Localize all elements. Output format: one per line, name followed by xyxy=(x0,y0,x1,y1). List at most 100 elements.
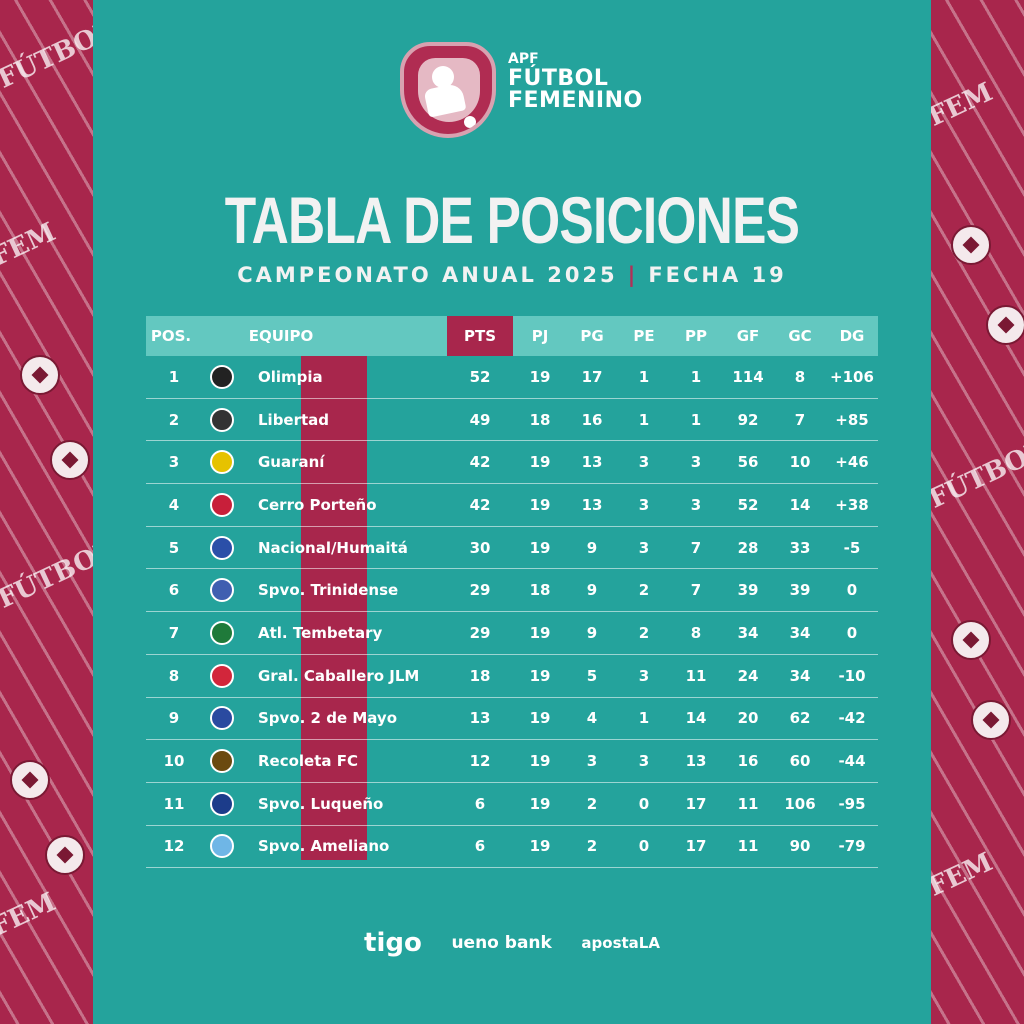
cell-team: Nacional/Humaitá xyxy=(258,538,408,557)
soccer-ball-icon xyxy=(951,225,991,265)
cell-pos: 8 xyxy=(168,666,180,685)
cell-team: Spvo. Ameliano xyxy=(258,837,390,856)
standings-table: POS. EQUIPO PTS PJ PG PE PP GF GC DG 1 52… xyxy=(146,316,878,869)
cell-pe: 3 xyxy=(638,538,650,557)
cell-pg: 2 xyxy=(586,794,598,813)
cell-dg: +38 xyxy=(835,495,869,514)
cell-pg: 2 xyxy=(586,837,598,856)
cell-pg: 17 xyxy=(581,367,603,386)
cell-pos: 7 xyxy=(168,623,180,642)
page-subtitle: CAMPEONATO ANUAL 2025 | FECHA 19 xyxy=(93,263,931,287)
cell-pe: 3 xyxy=(638,453,650,472)
cell-team: Gral. Caballero JLM xyxy=(258,666,420,685)
cell-pe: 3 xyxy=(638,495,650,514)
team-crest-icon xyxy=(210,492,234,517)
cell-pp: 3 xyxy=(690,453,702,472)
header-pp: PP xyxy=(685,327,707,345)
cell-pe: 2 xyxy=(638,581,650,600)
cell-pts: 13 xyxy=(469,709,491,728)
brand-line2: FÚTBOL xyxy=(508,66,609,91)
cell-pj: 19 xyxy=(529,623,551,642)
table-row: 10 12 19 3 3 13 16 60 -44 Recoleta FC xyxy=(146,740,878,783)
cell-gf: 114 xyxy=(732,367,764,386)
cell-pos: 11 xyxy=(163,794,185,813)
soccer-ball-icon xyxy=(50,440,90,480)
team-crest-icon xyxy=(210,578,234,603)
cell-dg: +46 xyxy=(835,453,869,472)
soccer-ball-icon xyxy=(20,355,60,395)
subtitle-right: FECHA 19 xyxy=(648,263,787,287)
cell-pts: 6 xyxy=(474,837,486,856)
cell-pe: 1 xyxy=(638,410,650,429)
cell-pp: 13 xyxy=(685,752,707,771)
cell-pos: 1 xyxy=(168,367,180,386)
cell-pe: 0 xyxy=(638,837,650,856)
cell-gf: 34 xyxy=(737,623,759,642)
sponsor-apostala: apostaLA xyxy=(581,934,660,952)
sponsors-bar: tigo ueno bank apostaLA xyxy=(93,928,931,958)
team-crest-icon xyxy=(210,749,234,774)
cell-pg: 13 xyxy=(581,453,603,472)
soccer-ball-icon xyxy=(971,700,1011,740)
header-pe: PE xyxy=(633,327,655,345)
cell-pts: 29 xyxy=(469,581,491,600)
cell-pts: 30 xyxy=(469,538,491,557)
header-pts: PTS xyxy=(447,316,513,356)
cell-gf: 16 xyxy=(737,752,759,771)
cell-pg: 4 xyxy=(586,709,598,728)
cell-dg: -95 xyxy=(838,794,866,813)
table-row: 7 29 19 9 2 8 34 34 0 Atl. Tembetary xyxy=(146,612,878,655)
cell-pts: 18 xyxy=(469,666,491,685)
pattern-word: FÚTBOL xyxy=(931,435,1024,515)
cell-pe: 2 xyxy=(638,623,650,642)
cell-pg: 3 xyxy=(586,752,598,771)
cell-team: Spvo. Trinidense xyxy=(258,581,399,600)
cell-team: Spvo. Luqueño xyxy=(258,794,384,813)
cell-gf: 20 xyxy=(737,709,759,728)
cell-gc: 34 xyxy=(789,623,811,642)
cell-pj: 19 xyxy=(529,752,551,771)
pattern-word: FÚTBOL xyxy=(0,15,93,95)
cell-pp: 17 xyxy=(685,837,707,856)
cell-dg: -79 xyxy=(838,837,866,856)
cell-pos: 3 xyxy=(168,453,180,472)
cell-gc: 7 xyxy=(794,410,806,429)
table-row: 9 13 19 4 1 14 20 62 -42 Spvo. 2 de Mayo xyxy=(146,698,878,741)
table-row: 11 6 19 2 0 17 11 106 -95 Spvo. Luqueño xyxy=(146,783,878,826)
cell-dg: -10 xyxy=(838,666,866,685)
cell-gc: 39 xyxy=(789,581,811,600)
cell-pos: 4 xyxy=(168,495,180,514)
header-gc: GC xyxy=(788,327,812,345)
cell-pe: 3 xyxy=(638,752,650,771)
pattern-word: FÚTBOL xyxy=(0,535,93,615)
left-pattern-border: FÚTBOL FEM FÚTBOL FEM xyxy=(0,0,93,1024)
cell-pos: 12 xyxy=(163,837,185,856)
pattern-word: FEM xyxy=(0,217,61,273)
cell-pos: 10 xyxy=(163,752,185,771)
cell-gf: 11 xyxy=(737,837,759,856)
cell-pj: 19 xyxy=(529,837,551,856)
cell-gf: 28 xyxy=(737,538,759,557)
brand-text: APF FÚTBOL FEMENINO xyxy=(508,52,643,112)
cell-pg: 5 xyxy=(586,666,598,685)
table-row: 6 29 18 9 2 7 39 39 0 Spvo. Trinidense xyxy=(146,569,878,613)
cell-team: Guaraní xyxy=(258,453,325,472)
pattern-word: FEM xyxy=(931,847,998,903)
cell-pj: 19 xyxy=(529,709,551,728)
table-row: 4 42 19 13 3 3 52 14 +38 Cerro Porteño xyxy=(146,484,878,527)
cell-pos: 6 xyxy=(168,581,180,600)
team-crest-icon xyxy=(210,663,234,688)
cell-pts: 29 xyxy=(469,623,491,642)
apf-logo: APF FÚTBOL FEMENINO xyxy=(400,42,643,142)
cell-pp: 11 xyxy=(685,666,707,685)
team-crest-icon xyxy=(210,620,234,645)
right-pattern-border: FEM FÚTBOL FEM xyxy=(931,0,1024,1024)
header-pg: PG xyxy=(580,327,604,345)
cell-gf: 52 xyxy=(737,495,759,514)
table-row: 3 42 19 13 3 3 56 10 +46 Guaraní xyxy=(146,441,878,485)
table-row: 8 18 19 5 3 11 24 34 -10 Gral. Caballero JLM xyxy=(146,655,878,698)
cell-dg: -5 xyxy=(843,538,861,557)
cell-pts: 42 xyxy=(469,453,491,472)
header-dg: DG xyxy=(839,327,865,345)
cell-pe: 1 xyxy=(638,367,650,386)
